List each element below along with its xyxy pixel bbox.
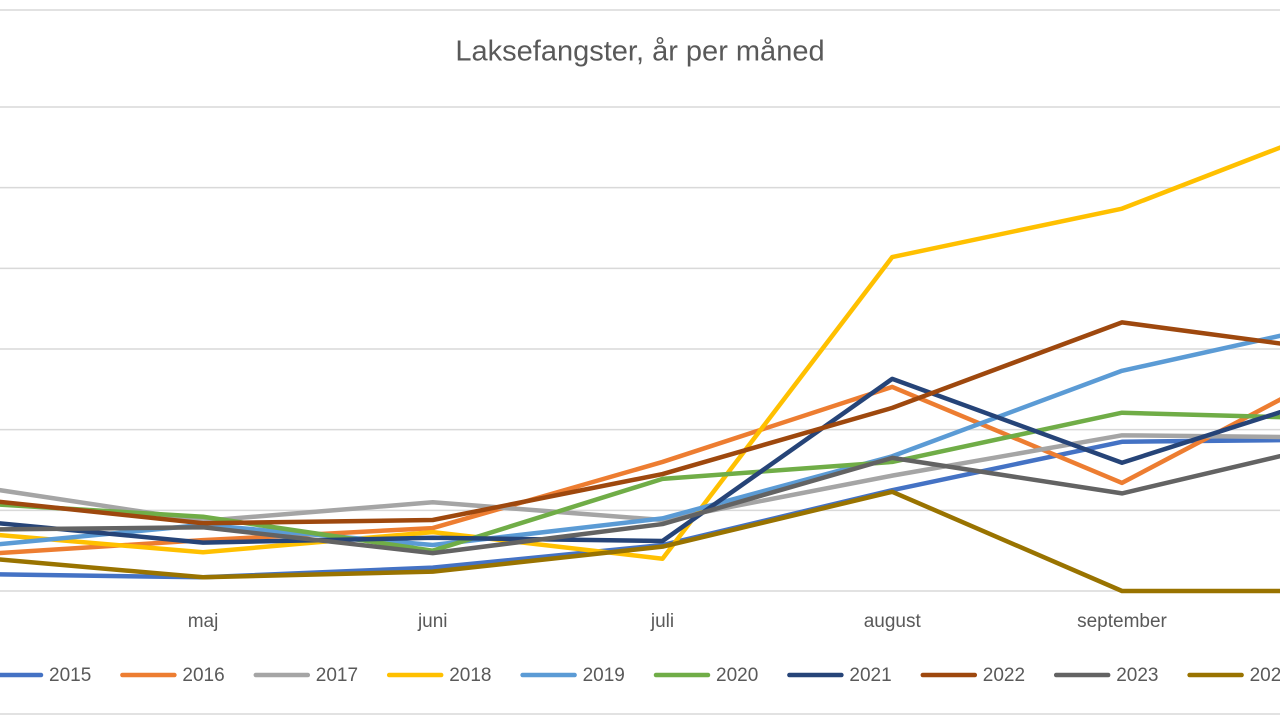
- legend-label: 2021: [849, 665, 891, 686]
- series-line: [0, 145, 1280, 561]
- legend-label: 2016: [182, 665, 224, 686]
- x-tick-label: august: [864, 611, 922, 632]
- x-tick-label: juni: [417, 611, 448, 632]
- legend-label: 2024: [1250, 665, 1280, 686]
- series-line: [0, 489, 1280, 594]
- legend-label: 2018: [449, 665, 491, 686]
- legend-label: 2015: [49, 665, 91, 686]
- series-line: [0, 410, 1280, 553]
- x-tick-label: juli: [650, 611, 674, 632]
- legend-label: 2017: [316, 665, 358, 686]
- legend-label: 2020: [716, 665, 758, 686]
- series-line: [0, 384, 1280, 556]
- chart-title: Laksefangster, år per måned: [455, 36, 824, 68]
- legend-label: 2022: [983, 665, 1025, 686]
- series-line: [0, 320, 1280, 526]
- x-tick-label: maj: [188, 611, 219, 632]
- x-tick-label: september: [1077, 611, 1167, 632]
- legend-label: 2023: [1116, 665, 1158, 686]
- legend-label: 2019: [583, 665, 625, 686]
- series-line: [0, 453, 1280, 556]
- series-line: [0, 376, 1280, 545]
